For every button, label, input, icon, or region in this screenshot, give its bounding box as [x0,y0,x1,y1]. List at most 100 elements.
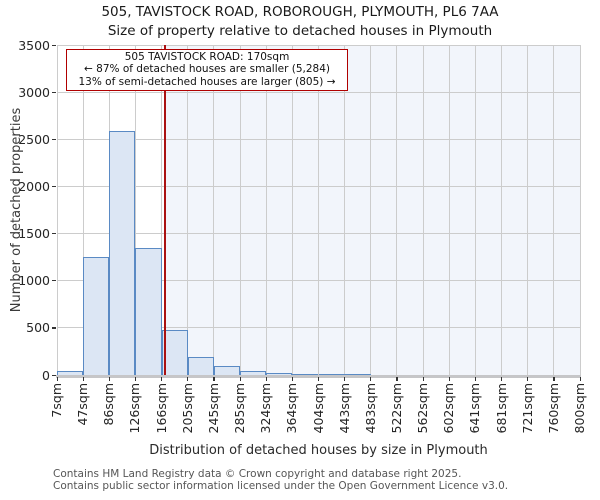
x-tick-label: 721sqm [519,383,535,434]
x-tick-label: 324sqm [258,383,274,434]
x-tick-mark [527,377,529,381]
vertical-gridline [527,45,529,375]
x-tick-label: 7sqm [49,383,64,418]
x-tick-label: 205sqm [179,383,195,434]
x-tick-mark [82,377,84,381]
horizontal-gridline [57,91,580,93]
vertical-gridline [448,45,450,375]
chart-title: 505, TAVISTOCK ROAD, ROBOROUGH, PLYMOUTH… [101,4,499,20]
vertical-gridline [344,45,346,375]
histogram-bar [292,373,319,375]
horizontal-gridline [57,44,580,46]
horizontal-gridline [57,233,580,235]
vertical-gridline [553,45,555,375]
histogram-bar [266,373,293,375]
x-axis-line [56,375,581,378]
y-tick-label: 2500 [18,131,50,147]
y-tick-mark [52,44,56,46]
vertical-gridline [187,45,189,375]
y-tick-mark [52,138,56,140]
x-tick-mark [213,377,215,381]
vertical-gridline [291,45,293,375]
y-tick-label: 3500 [18,37,50,53]
vertical-gridline [56,45,58,375]
x-tick-mark [318,377,320,381]
vertical-gridline [396,45,398,375]
y-tick-mark [52,185,56,188]
histogram-bar [344,374,371,375]
x-tick-mark [291,377,294,381]
vertical-gridline [579,45,581,375]
y-tick-mark [52,280,56,282]
x-tick-mark [370,377,372,381]
y-tick-label: 0 [42,367,50,383]
y-tick-label: 500 [26,320,50,336]
horizontal-gridline [57,185,580,187]
x-tick-mark [265,377,267,381]
histogram-bar [213,365,241,375]
histogram-bar [109,130,136,375]
histogram-bar [135,247,162,375]
vertical-gridline [239,45,241,375]
vertical-gridline [134,45,136,375]
vertical-gridline [318,45,319,375]
x-tick-mark [422,377,424,381]
histogram-bar [240,371,267,375]
x-tick-label: 483sqm [362,383,378,434]
y-tick-label: 1500 [18,226,50,242]
y-tick-label: 3000 [18,84,50,100]
x-tick-label: 47sqm [75,383,91,426]
vertical-gridline [501,45,503,375]
annotation-box: 505 TAVISTOCK ROAD: 170sqm ← 87% of deta… [66,49,348,92]
histogram-bar [57,371,84,375]
y-tick-label: 1000 [18,273,50,289]
x-axis-label: Distribution of detached houses by size … [149,443,488,458]
chart-subtitle: Size of property relative to detached ho… [107,23,493,39]
x-tick-label: 800sqm [572,383,587,434]
x-tick-mark [56,377,58,381]
vertical-gridline [474,45,476,375]
x-tick-label: 126sqm [127,383,143,434]
annotation-property-line: 505 TAVISTOCK ROAD: 170sqm [124,51,290,63]
x-tick-label: 86sqm [101,383,117,426]
y-tick-mark [52,327,56,329]
x-tick-mark [108,377,110,381]
horizontal-gridline [57,138,580,140]
x-tick-mark [187,377,189,381]
x-tick-label: 166sqm [153,383,169,434]
x-tick-label: 602sqm [441,383,457,434]
x-tick-mark [239,377,241,381]
horizontal-gridline [57,327,580,329]
footer: Contains HM Land Registry data © Crown c… [53,468,509,492]
property-size-marker-line [163,45,166,375]
vertical-gridline [213,45,215,375]
x-tick-mark [501,377,503,381]
marker-right-region [164,45,580,375]
y-tick-label: 2000 [18,178,50,194]
x-tick-label: 562sqm [415,383,431,434]
x-tick-label: 443sqm [336,383,352,434]
x-tick-mark [553,377,555,381]
x-tick-mark [579,377,581,381]
annotation-larger-line: 13% of semi-detached houses are larger (… [78,75,336,88]
vertical-gridline [161,45,163,375]
histogram-bar [83,257,110,375]
x-tick-label: 404sqm [310,383,326,434]
x-tick-mark [344,377,346,381]
annotation-smaller-line: ← 87% of detached houses are smaller (5,… [84,63,330,76]
footer-line-1: Contains HM Land Registry data © Crown c… [53,468,462,480]
footer-line-2: Contains public sector information licen… [53,479,509,492]
x-tick-mark [134,377,137,381]
histogram-bar [187,356,214,375]
plot-area [56,44,581,375]
vertical-gridline [82,45,84,375]
x-tick-label: 641sqm [467,383,483,434]
histogram-bar [318,374,345,375]
vertical-gridline [422,45,424,375]
y-tick-mark [52,233,56,235]
x-tick-label: 245sqm [205,383,221,434]
x-tick-label: 364sqm [284,383,300,434]
vertical-gridline [265,45,267,375]
y-tick-mark [52,91,56,93]
